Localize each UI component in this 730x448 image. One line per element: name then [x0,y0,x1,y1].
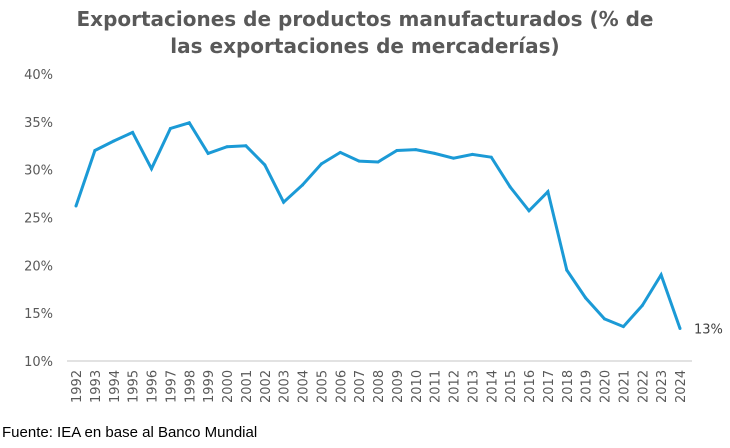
data-point [433,151,437,155]
x-tick-label: 2014 [485,370,500,403]
x-tick-label: 2010 [410,370,425,403]
x-tick-label: 1999 [202,370,217,403]
data-point [244,144,248,148]
x-tick-label: 1994 [108,370,123,403]
x-tick-label: 2001 [240,370,255,403]
x-tick-label: 2011 [429,370,444,403]
x-tick-label: 2000 [221,370,236,403]
data-point [678,326,682,330]
data-point [640,304,644,308]
x-tick-label: 2003 [278,370,293,403]
data-point [338,150,342,154]
x-tick-label: 2006 [334,370,349,403]
x-tick-label: 2021 [617,370,632,403]
chart-title-line-1: Exportaciones de productos manufacturado… [76,7,654,31]
x-tick-label: 2018 [561,370,576,403]
data-point [659,273,663,277]
x-tick-label: 2024 [674,370,689,403]
data-point [150,167,153,171]
data-point [131,130,135,134]
y-tick-label: 25% [24,212,53,227]
data-point [546,190,550,194]
x-tick-label: 2009 [391,370,406,403]
x-tick-label: 2016 [523,370,538,403]
data-point [395,149,399,153]
annotations: 13% [694,322,723,337]
data-point [452,156,455,160]
data-point [206,151,210,155]
data-point [282,200,286,204]
y-tick-label: 35% [24,116,53,131]
data-point [225,145,229,149]
x-tick-label: 1992 [70,370,85,403]
x-tick-label: 1993 [89,370,104,403]
data-point [168,127,172,131]
y-tick-label: 10% [24,355,53,370]
x-tick-label: 1997 [164,370,179,403]
data-point [584,296,588,300]
data-point [301,183,304,187]
x-tick-label: 2002 [259,370,274,403]
x-tick-label: 2022 [636,370,651,403]
data-point [489,155,493,159]
data-point [112,139,116,143]
y-tick-label: 20% [24,259,53,274]
source-note: Fuente: IEA en base al Banco Mundial [2,424,258,441]
data-point [470,152,474,156]
x-tick-label: 2015 [504,370,519,403]
y-axis: 10% 15% 20% 25% 30% 35% 40% [24,68,53,370]
data-point [93,149,97,153]
data-point [414,148,418,152]
x-tick-label: 2008 [372,370,387,403]
data-point [263,163,267,167]
x-tick-label: 2013 [466,370,481,403]
chart-title-line-2: las exportaciones de mercaderías) [170,34,560,58]
data-point [603,317,606,321]
x-tick-label: 2007 [353,370,368,403]
x-tick-label: 1996 [146,370,161,403]
y-tick-label: 15% [24,307,53,322]
chart-title: Exportaciones de productos manufacturado… [0,6,730,60]
x-tick-label: 2019 [580,370,595,403]
data-label: 13% [694,322,723,337]
data-point [621,325,625,329]
series-group [74,121,682,330]
x-tick-label: 2004 [297,370,312,403]
x-axis: 1992 1993 1994 1995 1996 1997 1998 1999 2000 2001… [70,370,689,403]
data-point [74,204,78,208]
series-line [74,121,682,329]
y-tick-label: 30% [24,164,53,179]
data-point [187,121,191,125]
x-tick-label: 1995 [127,370,142,403]
x-tick-label: 2017 [542,370,557,403]
data-point [527,209,531,213]
x-tick-label: 2005 [315,370,330,403]
data-point [357,159,361,163]
x-tick-label: 2023 [655,370,670,403]
y-tick-label: 40% [24,68,53,83]
x-tick-label: 2020 [599,370,614,403]
x-tick-label: 1998 [183,370,198,403]
data-point [376,160,380,164]
data-point [565,268,569,272]
x-tick-label: 2012 [448,370,463,403]
data-point [508,185,512,189]
data-point [319,162,323,166]
